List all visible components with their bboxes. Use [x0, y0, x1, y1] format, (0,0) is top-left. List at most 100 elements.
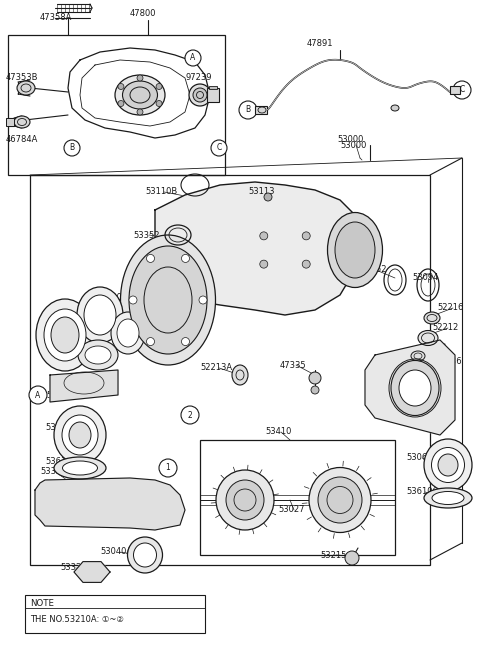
Circle shape — [118, 100, 124, 106]
Bar — [450, 86, 460, 94]
Ellipse shape — [399, 370, 431, 406]
Text: 52115: 52115 — [392, 390, 418, 400]
Text: A: A — [36, 390, 41, 400]
Text: 52213A: 52213A — [200, 364, 232, 372]
Ellipse shape — [391, 105, 399, 111]
Text: 1: 1 — [166, 464, 170, 473]
Ellipse shape — [438, 454, 458, 476]
Ellipse shape — [424, 312, 440, 324]
Circle shape — [260, 260, 268, 268]
Text: 53352: 53352 — [133, 231, 159, 239]
Bar — [207, 88, 219, 102]
Circle shape — [159, 459, 177, 477]
Circle shape — [29, 386, 47, 404]
Ellipse shape — [133, 543, 156, 567]
Text: 53610C: 53610C — [406, 487, 438, 497]
Bar — [200, 440, 395, 555]
Ellipse shape — [226, 480, 264, 520]
Bar — [30, 175, 430, 565]
Text: 2: 2 — [188, 410, 192, 420]
Ellipse shape — [193, 88, 207, 102]
Text: 53094: 53094 — [412, 273, 438, 283]
Ellipse shape — [189, 84, 211, 106]
Bar — [8, 35, 225, 175]
Ellipse shape — [411, 351, 425, 361]
Ellipse shape — [117, 319, 139, 347]
Text: 53320A: 53320A — [115, 325, 147, 334]
Text: THE NO.53210A: ①~②: THE NO.53210A: ①~② — [30, 616, 124, 624]
Circle shape — [260, 232, 268, 240]
Text: 47358A: 47358A — [40, 13, 72, 23]
Ellipse shape — [432, 448, 465, 483]
Ellipse shape — [128, 537, 163, 573]
Text: C: C — [459, 86, 465, 94]
Ellipse shape — [327, 213, 383, 287]
Circle shape — [156, 100, 162, 106]
Ellipse shape — [77, 287, 123, 343]
Ellipse shape — [418, 331, 438, 346]
Ellipse shape — [122, 81, 157, 109]
Text: 53410: 53410 — [265, 428, 291, 436]
Text: B: B — [70, 144, 74, 152]
Text: 53371B: 53371B — [46, 390, 79, 400]
Bar — [25, 595, 205, 633]
Bar — [209, 86, 217, 89]
Text: 53610C: 53610C — [45, 458, 77, 467]
Circle shape — [264, 193, 272, 201]
Text: 53320: 53320 — [60, 563, 86, 573]
Ellipse shape — [62, 461, 97, 475]
Text: 47335: 47335 — [280, 360, 307, 370]
Text: 55732: 55732 — [420, 342, 446, 352]
Circle shape — [156, 84, 162, 90]
Ellipse shape — [51, 317, 79, 353]
Ellipse shape — [115, 75, 165, 115]
Circle shape — [345, 551, 359, 565]
Ellipse shape — [54, 406, 106, 464]
Text: 53064: 53064 — [406, 454, 432, 462]
Circle shape — [211, 140, 227, 156]
Ellipse shape — [44, 309, 86, 361]
Text: 53053: 53053 — [106, 293, 132, 303]
Text: 52212: 52212 — [432, 323, 458, 332]
Ellipse shape — [129, 246, 207, 354]
Ellipse shape — [424, 488, 472, 508]
Ellipse shape — [85, 346, 111, 364]
Text: 53352: 53352 — [360, 265, 386, 275]
Text: 53052: 53052 — [40, 313, 66, 321]
Polygon shape — [365, 340, 455, 435]
Text: 47800: 47800 — [130, 9, 156, 19]
Text: B: B — [245, 106, 251, 114]
Circle shape — [137, 109, 143, 115]
Ellipse shape — [36, 299, 94, 371]
Circle shape — [181, 255, 190, 263]
Ellipse shape — [309, 467, 371, 533]
Ellipse shape — [120, 235, 216, 365]
Ellipse shape — [14, 116, 30, 128]
Text: A: A — [191, 53, 196, 63]
Text: 53086: 53086 — [435, 358, 462, 366]
Text: C: C — [216, 144, 222, 152]
Circle shape — [199, 296, 207, 304]
Polygon shape — [74, 562, 110, 583]
Text: 53236: 53236 — [65, 348, 92, 356]
Ellipse shape — [54, 457, 106, 479]
Circle shape — [137, 75, 143, 81]
Circle shape — [185, 50, 201, 66]
Text: 53064: 53064 — [45, 424, 72, 432]
Circle shape — [181, 338, 190, 346]
Polygon shape — [35, 478, 185, 530]
Ellipse shape — [111, 312, 145, 354]
Circle shape — [302, 260, 310, 268]
Circle shape — [453, 81, 471, 99]
Circle shape — [118, 84, 124, 90]
Text: 53215: 53215 — [320, 551, 347, 559]
Text: 46784A: 46784A — [6, 136, 38, 144]
Bar — [6, 118, 14, 126]
Ellipse shape — [432, 491, 464, 505]
Text: 53325: 53325 — [40, 467, 67, 477]
Circle shape — [129, 296, 137, 304]
Ellipse shape — [424, 439, 472, 491]
Circle shape — [309, 372, 321, 384]
Ellipse shape — [391, 360, 439, 416]
Text: 53027: 53027 — [278, 505, 304, 515]
